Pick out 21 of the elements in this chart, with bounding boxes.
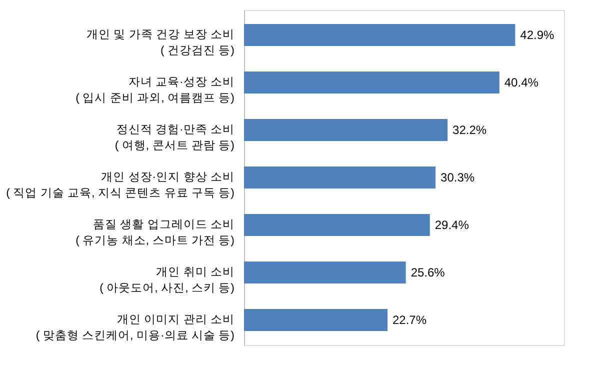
- data-label: 32.2%: [452, 122, 487, 137]
- y-tick-label: 정신적 경험·만족 소비 ( 여행, 콘서트 관람 등): [114, 124, 235, 152]
- bar: [244, 71, 500, 94]
- data-label: 40.4%: [504, 75, 539, 90]
- data-label: 22.7%: [392, 313, 427, 328]
- data-label: 30.3%: [440, 170, 475, 184]
- bar: [244, 309, 388, 332]
- bar: [244, 24, 516, 46]
- bar: [244, 166, 436, 188]
- bar: [244, 118, 448, 141]
- y-tick-label: 자녀 교육·성장 소비 ( 입시 준비 과외, 여름캠프 등): [76, 76, 235, 104]
- bar: [244, 262, 406, 284]
- y-tick-label: 개인 취미 소비 ( 아웃도어, 사진, 스키 등): [100, 266, 235, 295]
- y-tick-label: 품질 생활 업그레이드 소비 ( 유기농 채소, 스마트 가전 등): [76, 219, 235, 248]
- y-tick-label: 개인 성장·인지 향상 소비 ( 직업 기술 교육, 지식 콘텐츠 유료 구독 등): [6, 172, 235, 200]
- data-label: 42.9%: [520, 28, 555, 42]
- data-label: 29.4%: [434, 218, 470, 232]
- data-label: 25.6%: [410, 266, 446, 280]
- y-tick-label: 개인 및 가족 건강 보장 소비 ( 건강검진 등): [86, 28, 235, 57]
- y-tick-label: 개인 이미지 관리 소비 ( 맞춤형 스킨케어, 미용·의료 시술 등): [36, 314, 235, 342]
- bar: [244, 214, 430, 236]
